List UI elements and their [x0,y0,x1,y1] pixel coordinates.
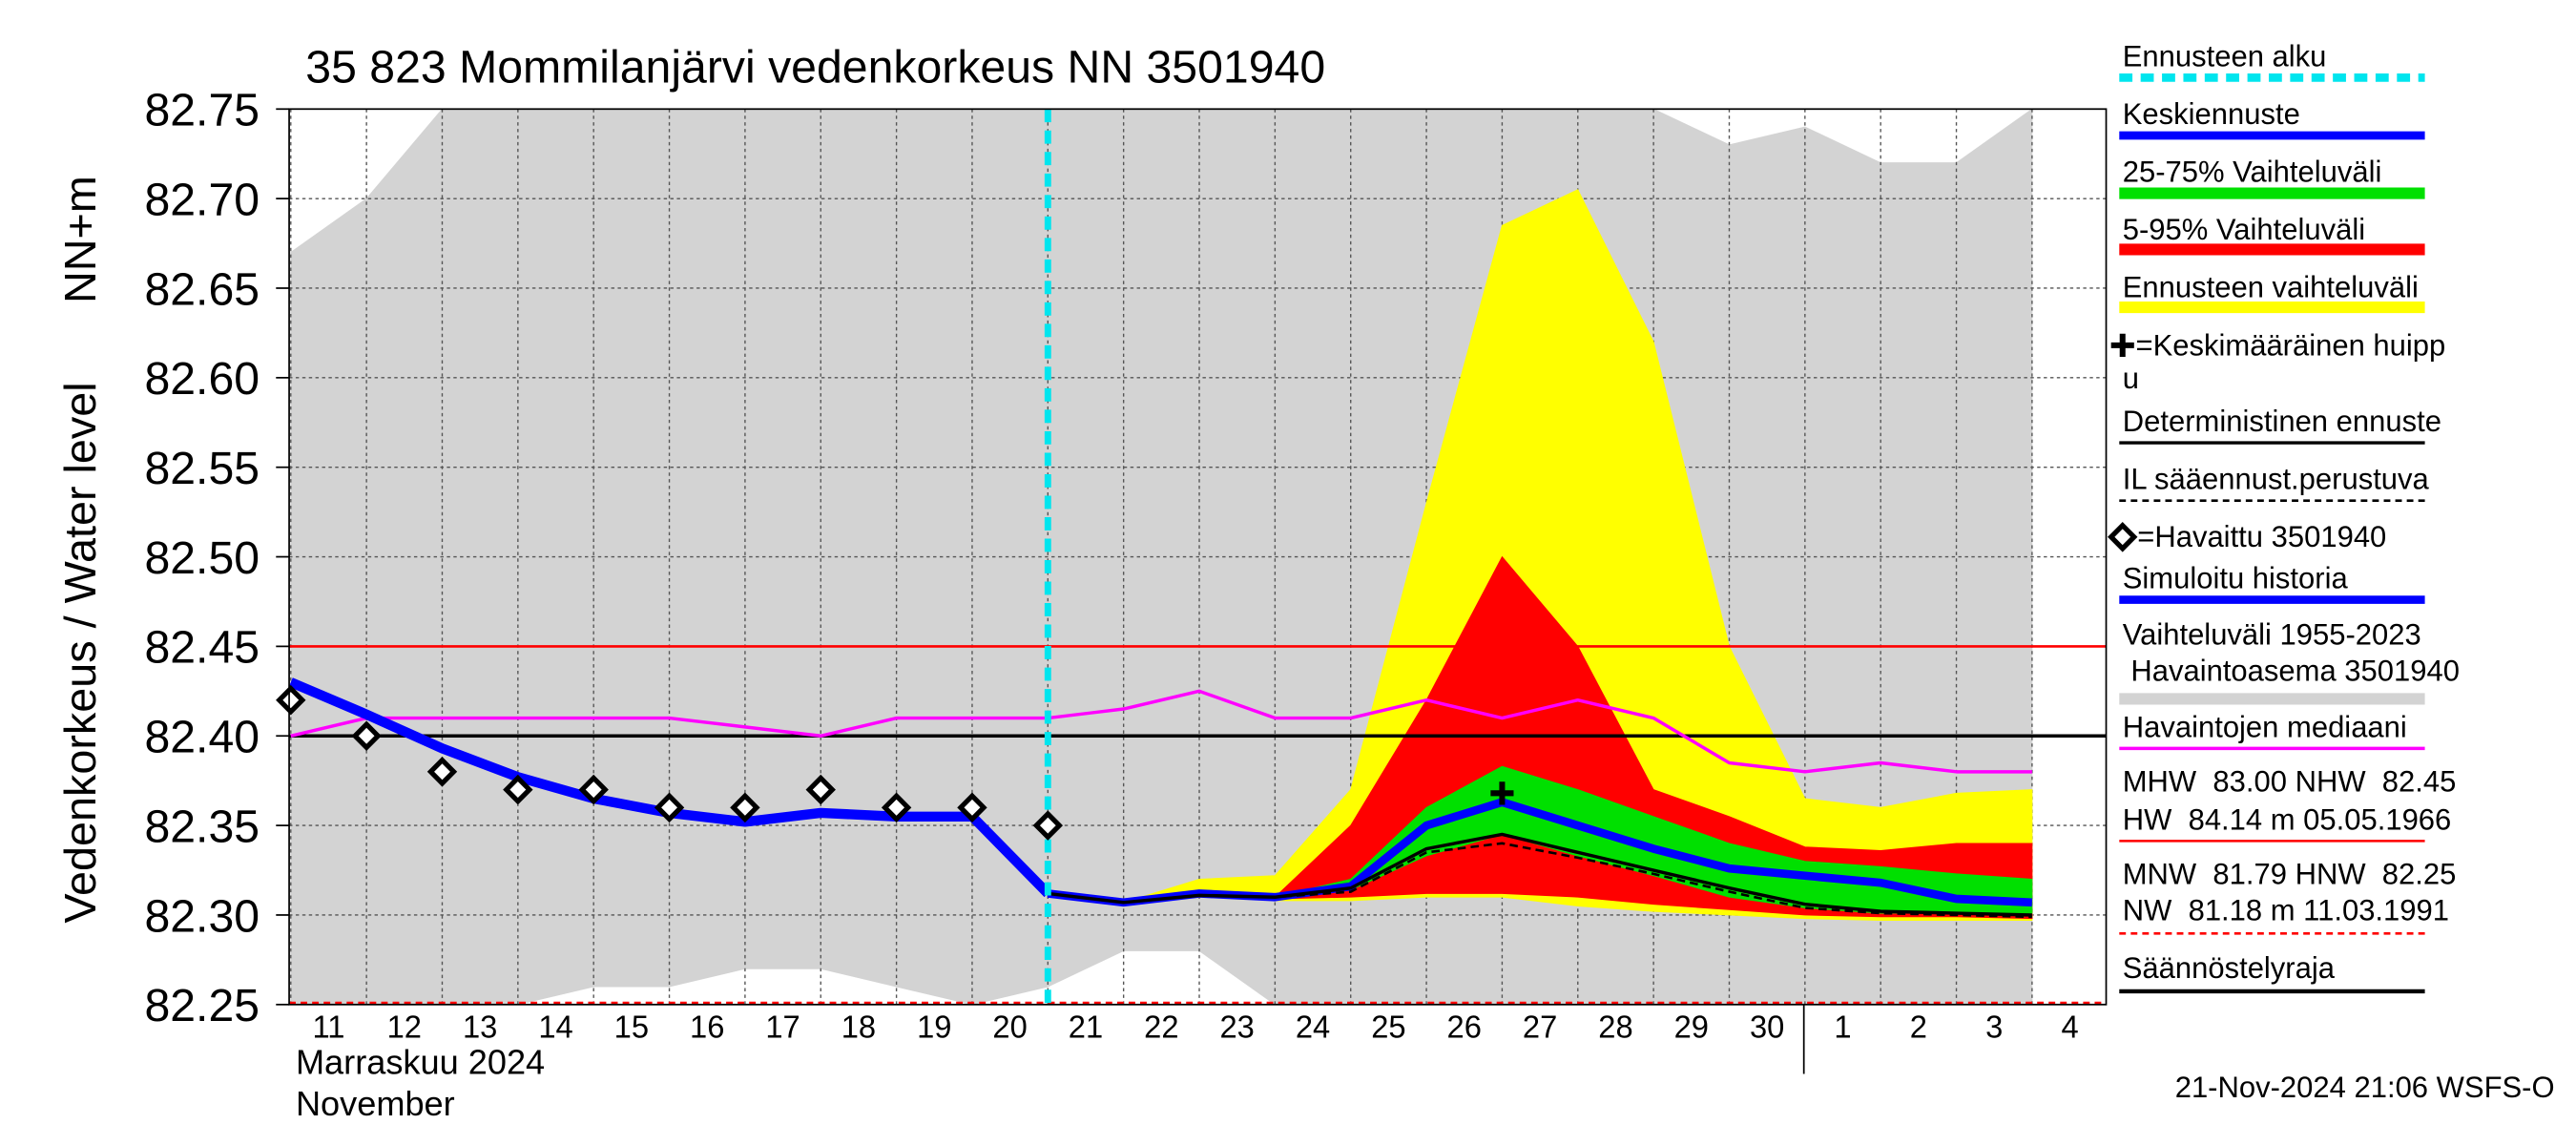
y-tick-label: 82.30 [144,890,260,942]
x-tick-label: 13 [463,1009,497,1044]
legend-label: HW 84.14 m 05.05.1966 [2123,802,2452,836]
x-tick-label: 18 [841,1009,876,1044]
observation-marker [805,774,836,805]
x-tick-label: 22 [1144,1009,1178,1044]
x-axis-label: November [296,1084,455,1123]
x-tick-label: 1 [1834,1009,1851,1044]
y-tick-label: 82.55 [144,443,260,494]
series-line [290,689,2032,774]
legend-label: Ennusteen alku [2123,39,2327,73]
y-tick-label: 82.75 [144,84,260,135]
legend-label: =Keskimääräinen huipp [2136,328,2446,362]
x-tick-label: 11 [312,1009,344,1044]
x-tick-label: 12 [387,1009,422,1044]
y-tick-label: 82.50 [144,532,260,584]
x-tick-label: 19 [917,1009,951,1044]
observation-marker [578,774,609,805]
x-tick-label: 23 [1220,1009,1255,1044]
legend-label: 5-95% Vaihteluväli [2123,213,2365,246]
y-tick-label: 82.45 [144,622,260,674]
y-axis-unit: NN+m [55,176,105,303]
x-tick-label: 25 [1371,1009,1405,1044]
observation-marker [1032,810,1064,841]
legend-label: Deterministinen ennuste [2123,405,2441,438]
observation-marker [881,792,912,823]
legend-symbol [2110,333,2134,358]
x-tick-label: 27 [1523,1009,1557,1044]
y-tick-label: 82.65 [144,263,260,315]
y-tick-label: 82.35 [144,801,260,852]
x-tick-label: 28 [1598,1009,1632,1044]
x-tick-label: 3 [1985,1009,2003,1044]
y-tick-label: 82.40 [144,711,260,762]
legend-label: Keskiennuste [2123,97,2300,131]
legend-label: 25-75% Vaihteluväli [2123,155,2382,188]
y-tick-label: 82.25 [144,980,260,1031]
legend-label: Säännöstelyraja [2123,951,2336,985]
legend-label: Ennusteen vaihteluväli [2123,271,2419,304]
x-tick-label: 21 [1069,1009,1103,1044]
legend-label: NW 81.18 m 11.03.1991 [2123,893,2449,926]
observation-marker [426,757,458,787]
legend-label: MHW 83.00 NHW 82.45 [2123,764,2457,798]
x-tick-label: 24 [1296,1009,1330,1044]
series-line [1048,842,2032,919]
observation-marker [730,792,760,823]
observation-marker [351,720,382,752]
legend-label: Simuloitu historia [2123,561,2349,594]
observation-marker [503,774,533,805]
plot-area [289,109,2107,1005]
x-tick-label: 2 [1910,1009,1927,1044]
observation-marker [654,792,685,823]
y-tick-label: 82.70 [144,174,260,225]
legend-label: MNW 81.79 HNW 82.25 [2123,857,2457,890]
x-axis-label: Marraskuu 2024 [296,1042,545,1081]
x-tick-label: 26 [1447,1009,1482,1044]
legend-symbol [2108,521,2138,552]
y-tick-label: 82.60 [144,353,260,405]
legend-label: Havaintojen mediaani [2123,710,2407,743]
y-axis-label: Vedenkorkeus / Water level [55,382,105,923]
legend-label: u [2123,362,2139,395]
x-tick-label: 30 [1750,1009,1784,1044]
observation-marker [276,684,306,716]
legend-label: Vaihteluväli 1955-2023 [2123,617,2421,651]
x-tick-label: 14 [538,1009,572,1044]
peak-marker [1490,781,1514,805]
x-tick-label: 20 [992,1009,1027,1044]
legend-label: =Havaittu 3501940 [2137,520,2386,553]
x-tick-label: 4 [2061,1009,2078,1044]
x-tick-label: 15 [614,1009,649,1044]
footer: 21-Nov-2024 21:06 WSFS-O [2175,1071,2555,1104]
chart-title: 35 823 Mommilanjärvi vedenkorkeus NN 350… [305,41,1325,93]
legend-label: IL sääennust.perustuva [2123,462,2430,495]
x-tick-label: 17 [765,1009,800,1044]
observation-marker [957,792,987,823]
x-tick-label: 29 [1674,1009,1709,1044]
legend-label: Havaintoasema 3501940 [2123,654,2460,687]
x-tick-label: 16 [690,1009,724,1044]
